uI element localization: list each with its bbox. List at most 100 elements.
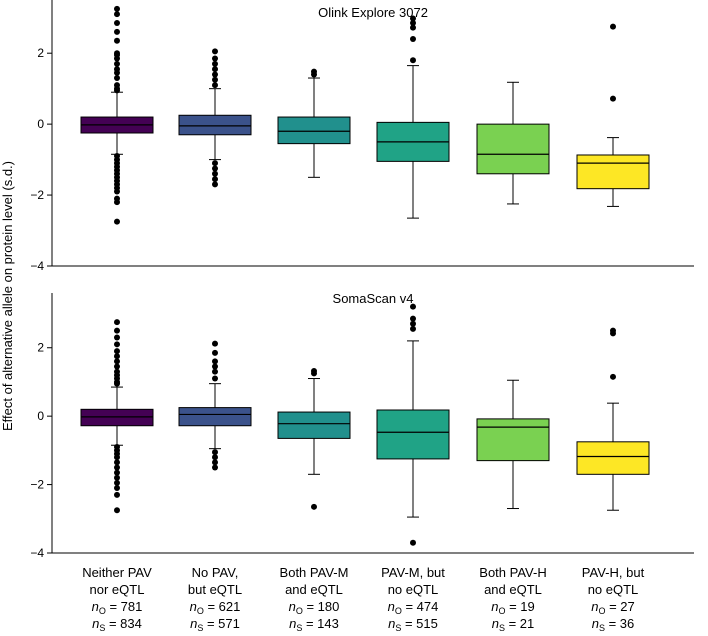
- outlier-point: [212, 340, 218, 347]
- outlier-point: [212, 454, 218, 461]
- category-label-line2: no eQTL: [388, 582, 439, 597]
- outlier-point: [610, 95, 616, 102]
- box-group-1: [80, 319, 154, 514]
- y-tick-label: 2: [37, 341, 44, 355]
- category-label-line2: but eQTL: [188, 582, 242, 597]
- outlier-point: [114, 353, 120, 360]
- outlier-point: [212, 464, 218, 471]
- box-iqr: [576, 154, 650, 190]
- outlier-point: [212, 449, 218, 456]
- n-olink-label: nO = 474: [388, 599, 439, 616]
- y-tick-label: 0: [37, 117, 44, 131]
- outlier-point: [114, 5, 120, 12]
- outlier-point: [114, 188, 120, 195]
- outlier-point: [410, 24, 416, 31]
- box-group-6: [576, 23, 650, 207]
- outlier-point: [114, 348, 120, 355]
- outlier-point: [212, 82, 218, 89]
- outlier-point: [114, 459, 120, 466]
- outlier-point: [212, 60, 218, 67]
- box-group-3: [277, 68, 351, 178]
- outlier-point: [114, 469, 120, 476]
- outlier-point: [212, 76, 218, 83]
- box-iqr: [277, 411, 351, 439]
- outlier-point: [410, 20, 416, 27]
- outlier-point: [114, 358, 120, 365]
- n-somascan-label: nS = 515: [388, 616, 438, 633]
- panel-title: Olink Explore 3072: [318, 5, 428, 20]
- outlier-point: [212, 349, 218, 356]
- outlier-point: [610, 373, 616, 380]
- outlier-point: [410, 57, 416, 64]
- y-axis-label: Effect of alternative allele on protein …: [0, 161, 15, 431]
- outlier-point: [212, 181, 218, 188]
- box-group-5: [476, 379, 550, 510]
- box-iqr: [80, 408, 154, 427]
- outlier-point: [114, 37, 120, 44]
- outlier-point: [114, 327, 120, 334]
- outlier-point: [114, 87, 120, 94]
- outlier-point: [114, 464, 120, 471]
- outlier-point: [114, 319, 120, 326]
- outlier-point: [114, 60, 120, 67]
- outlier-point: [212, 66, 218, 73]
- category-label-line2: no eQTL: [588, 582, 639, 597]
- n-somascan-label: nS = 36: [592, 616, 635, 633]
- outlier-point: [212, 170, 218, 177]
- category-label-line1: Both PAV-H: [479, 565, 546, 580]
- outlier-point: [114, 218, 120, 225]
- outlier-point: [212, 368, 218, 375]
- box-iqr: [476, 418, 550, 462]
- panel-2: SomaScan v4 −4 −2 0 2: [30, 291, 694, 560]
- y-tick-label: −2: [30, 188, 44, 202]
- y-tick-label: −2: [30, 478, 44, 492]
- box-group-1: [80, 5, 154, 225]
- outlier-point: [410, 315, 416, 322]
- n-somascan-label: nS = 571: [190, 616, 240, 633]
- outlier-point: [212, 358, 218, 365]
- box-group-3: [277, 368, 351, 510]
- category-label-line1: No PAV,: [192, 565, 239, 580]
- outlier-point: [212, 375, 218, 382]
- n-olink-label: nO = 180: [289, 599, 340, 616]
- box-group-5: [476, 81, 550, 205]
- box-group-4: [376, 15, 450, 219]
- outlier-point: [410, 303, 416, 310]
- box-group-2: [178, 340, 252, 471]
- outlier-point: [212, 48, 218, 55]
- outlier-point: [212, 55, 218, 62]
- outlier-point: [114, 28, 120, 35]
- n-somascan-label: nS = 21: [492, 616, 535, 633]
- n-olink-label: nO = 19: [491, 599, 535, 616]
- box-group-4: [376, 303, 450, 546]
- outlier-point: [311, 503, 317, 510]
- category-label-line1: Both PAV-M: [280, 565, 349, 580]
- outlier-point: [410, 36, 416, 43]
- outlier-point: [114, 380, 120, 387]
- n-somascan-label: nS = 143: [289, 616, 339, 633]
- outlier-point: [114, 485, 120, 491]
- outlier-point: [114, 363, 120, 370]
- box-iqr: [476, 123, 550, 175]
- box-iqr: [178, 114, 252, 136]
- outlier-point: [114, 491, 120, 498]
- category-label-line2: nor eQTL: [90, 582, 145, 597]
- box-iqr: [277, 116, 351, 145]
- outlier-point: [212, 71, 218, 78]
- y-tick-label: −4: [30, 259, 44, 273]
- outlier-point: [410, 325, 416, 332]
- outlier-point: [212, 459, 218, 466]
- y-tick-label: 0: [37, 409, 44, 423]
- n-olink-label: nO = 621: [190, 599, 241, 616]
- outlier-point: [114, 507, 120, 514]
- outlier-point: [212, 363, 218, 370]
- outlier-point: [410, 539, 416, 546]
- outlier-point: [114, 334, 120, 341]
- category-label-line1: Neither PAV: [82, 565, 152, 580]
- category-label-line1: PAV-H, but: [582, 565, 645, 580]
- outlier-point: [114, 20, 120, 27]
- y-tick-label: −4: [30, 546, 44, 560]
- outlier-point: [212, 160, 218, 167]
- outlier-point: [212, 176, 218, 183]
